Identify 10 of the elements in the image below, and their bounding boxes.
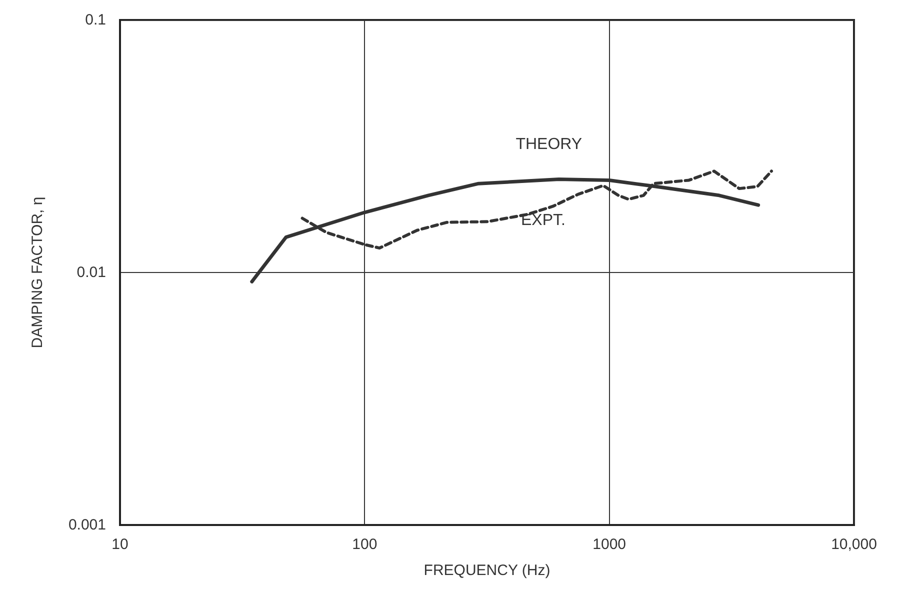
x-tick-label: 10,000: [831, 536, 877, 553]
series-label: THEORY: [516, 136, 582, 153]
x-tick-label: 100: [352, 536, 378, 553]
x-tick-label: 10: [112, 536, 128, 553]
y-tick-label: 0.01: [76, 264, 106, 281]
y-tick-label: 0.1: [85, 12, 106, 28]
y-axis-title: DAMPING FACTOR, η: [29, 196, 46, 348]
y-tick-label: 0.001: [68, 516, 106, 534]
x-tick-label: 1000: [592, 536, 626, 553]
x-axis-title: FREQUENCY (Hz): [424, 562, 550, 579]
